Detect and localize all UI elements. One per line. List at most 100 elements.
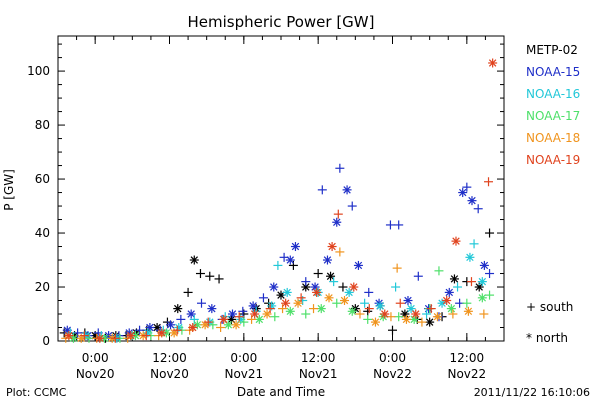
data-point-north bbox=[463, 306, 473, 316]
legend-entry-noaa-15: NOAA-15 bbox=[526, 65, 580, 79]
data-point-south bbox=[355, 309, 365, 319]
data-point-south bbox=[363, 314, 373, 324]
data-point-south bbox=[394, 220, 404, 230]
legend-entry-noaa-19: NOAA-19 bbox=[526, 153, 580, 167]
data-point-north bbox=[95, 333, 105, 343]
data-point-south bbox=[395, 298, 405, 308]
data-point-north bbox=[458, 188, 468, 198]
data-point-north bbox=[166, 320, 176, 330]
data-point-south bbox=[485, 228, 495, 238]
data-point-south bbox=[214, 274, 224, 284]
data-point-north bbox=[349, 282, 359, 292]
data-point-north bbox=[449, 274, 459, 284]
data-point-north bbox=[342, 185, 352, 195]
data-point-south bbox=[347, 201, 357, 211]
data-point-south bbox=[453, 282, 463, 292]
legend-entry-noaa-18: NOAA-18 bbox=[526, 131, 580, 145]
data-point-north bbox=[250, 309, 260, 319]
y-tick-label: 40 bbox=[35, 226, 50, 240]
data-point-south bbox=[338, 282, 348, 292]
data-point-south bbox=[385, 220, 395, 230]
data-point-south bbox=[392, 263, 402, 273]
data-point-south bbox=[234, 312, 244, 322]
data-point-south bbox=[110, 333, 120, 343]
data-point-north bbox=[293, 298, 303, 308]
x-tick-date-label: Nov20 bbox=[150, 367, 189, 381]
data-point-south bbox=[329, 277, 339, 287]
data-point-south bbox=[197, 298, 207, 308]
data-point-north bbox=[316, 304, 326, 314]
data-point-south bbox=[335, 247, 345, 257]
data-point-north bbox=[403, 296, 413, 306]
data-point-south bbox=[394, 312, 404, 322]
data-point-south bbox=[448, 309, 458, 319]
data-point-north bbox=[126, 331, 136, 341]
data-point-north bbox=[269, 282, 279, 292]
data-point-north bbox=[380, 309, 390, 319]
data-point-north bbox=[446, 304, 456, 314]
x-tick-time-label: 0:00 bbox=[230, 351, 257, 365]
y-tick-label: 20 bbox=[35, 280, 50, 294]
y-tick-label: 80 bbox=[35, 118, 50, 132]
x-axis-label: Date and Time bbox=[237, 385, 325, 399]
data-point-south bbox=[466, 277, 476, 287]
data-point-north bbox=[262, 309, 272, 319]
data-point-south bbox=[238, 306, 248, 316]
data-point-south bbox=[296, 293, 306, 303]
data-point-north bbox=[477, 293, 487, 303]
data-point-north bbox=[347, 306, 357, 316]
x-tick-date-label: Nov22 bbox=[373, 367, 412, 381]
data-point-south bbox=[469, 239, 479, 249]
y-tick-label: 60 bbox=[35, 172, 50, 186]
data-point-north bbox=[401, 314, 411, 324]
data-point-south bbox=[479, 309, 489, 319]
data-point-south bbox=[270, 312, 280, 322]
data-point-south bbox=[333, 209, 343, 219]
data-point-south bbox=[462, 182, 472, 192]
data-point-north bbox=[322, 255, 332, 265]
data-point-north bbox=[281, 298, 291, 308]
data-point-south bbox=[301, 309, 311, 319]
x-tick-date-label: Nov21 bbox=[299, 367, 338, 381]
data-point-south bbox=[313, 269, 323, 279]
data-point-south bbox=[265, 304, 275, 314]
data-point-north bbox=[219, 314, 229, 324]
data-point-north bbox=[285, 255, 295, 265]
x-tick-time-label: 12:00 bbox=[301, 351, 336, 365]
data-point-south bbox=[208, 320, 218, 330]
data-point-south bbox=[364, 287, 374, 297]
data-point-north bbox=[465, 252, 475, 262]
y-tick-label: 0 bbox=[42, 334, 50, 348]
data-point-north bbox=[444, 287, 454, 297]
footer-timestamp: 2011/11/22 16:10:06 bbox=[474, 386, 590, 399]
data-point-north bbox=[409, 314, 419, 324]
data-point-south bbox=[141, 331, 151, 341]
data-points bbox=[59, 58, 498, 343]
chart-title: Hemispheric Power [GW] bbox=[188, 13, 375, 31]
data-point-north bbox=[188, 323, 198, 333]
y-axis: 0 20 40 60 80 100 bbox=[27, 43, 504, 348]
data-point-north bbox=[189, 255, 199, 265]
data-point-south bbox=[84, 333, 94, 343]
data-point-north bbox=[157, 328, 167, 338]
data-point-south bbox=[309, 304, 319, 314]
data-point-south bbox=[301, 277, 311, 287]
data-point-north bbox=[488, 58, 498, 68]
legend-entry-metp-02: METP-02 bbox=[526, 43, 578, 57]
data-point-north bbox=[173, 304, 183, 314]
data-point-north bbox=[248, 301, 258, 311]
data-point-south bbox=[417, 317, 427, 327]
data-point-north bbox=[479, 260, 489, 270]
data-point-north bbox=[332, 217, 342, 227]
data-point-north bbox=[227, 309, 237, 319]
data-point-south bbox=[135, 325, 145, 335]
series-noaa-16 bbox=[65, 239, 487, 343]
data-point-north bbox=[285, 306, 295, 316]
data-point-north bbox=[186, 309, 196, 319]
legend-entry-noaa-16: NOAA-16 bbox=[526, 87, 580, 101]
data-point-north bbox=[231, 320, 241, 330]
data-point-south bbox=[388, 325, 397, 335]
data-point-north bbox=[290, 242, 300, 252]
x-axis: 0:00 Nov20 12:00 Nov20 0:00 Nov21 12:00 Nov21 0:… bbox=[57, 36, 505, 381]
